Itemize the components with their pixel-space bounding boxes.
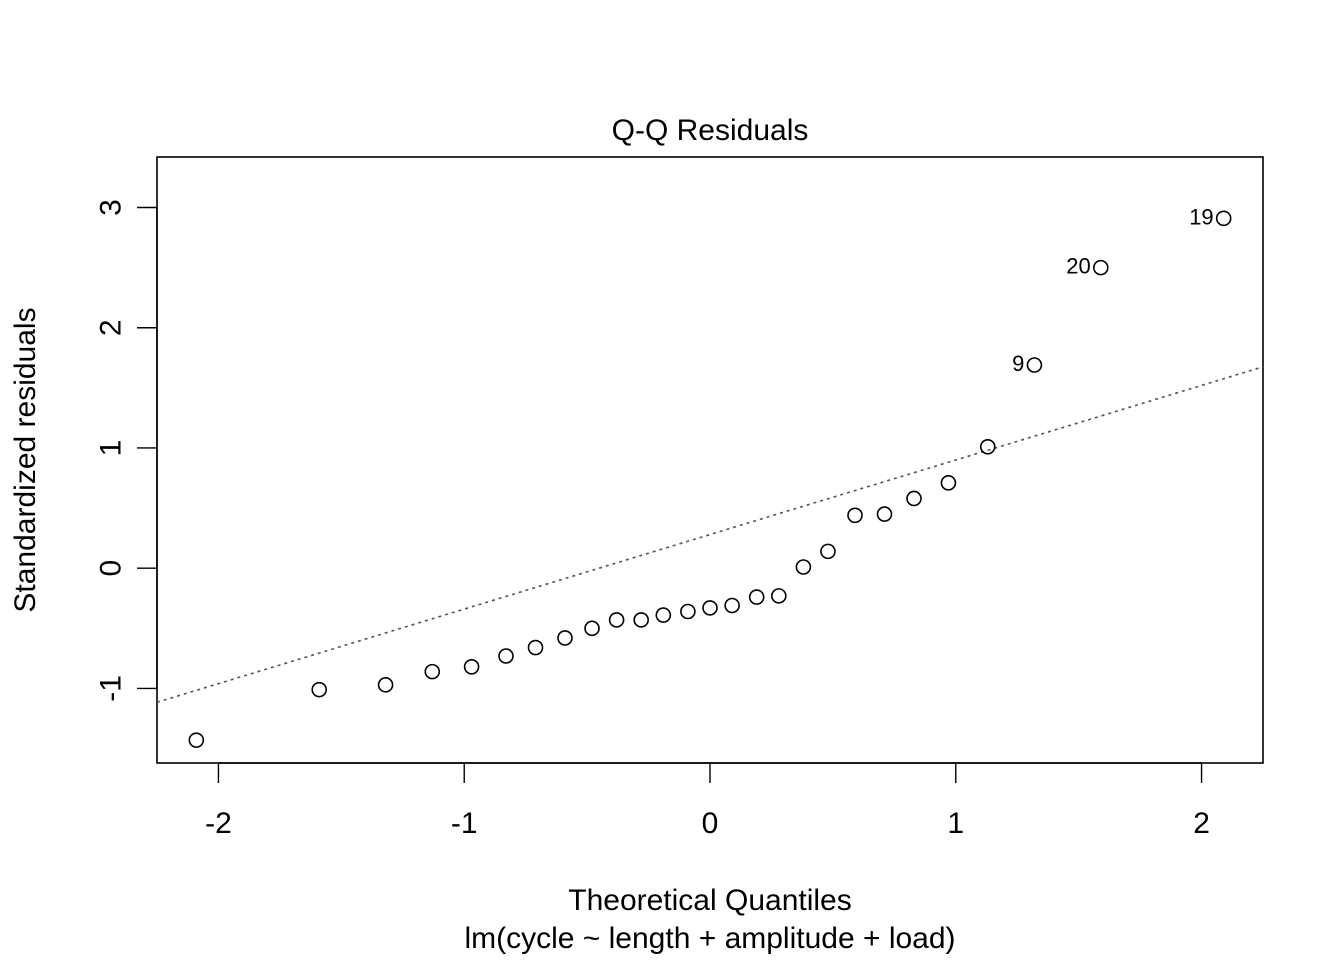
data-point (311, 681, 328, 698)
data-point (906, 490, 922, 507)
chart-title: Q-Q Residuals (612, 114, 809, 147)
x-axis-subtitle: lm(cycle ~ length + amplitude + load) (464, 922, 955, 955)
y-tick-label: 2 (95, 319, 128, 336)
data-point (876, 506, 893, 522)
y-axis-label: Standardized residuals (9, 307, 42, 612)
data-point (1026, 357, 1043, 373)
x-tick-label: -1 (451, 807, 478, 840)
data-points: 9 20 19 (188, 204, 1232, 748)
data-point (424, 663, 441, 680)
point-label: 20 (1066, 254, 1090, 279)
data-point (655, 607, 672, 623)
data-point (771, 588, 787, 604)
y-tick-label: 1 (95, 440, 128, 457)
data-point (188, 732, 205, 748)
point-label: 9 (1012, 351, 1024, 376)
data-point (584, 620, 600, 637)
x-tick-label: 2 (1193, 807, 1210, 840)
data-point (498, 648, 514, 664)
reference-line (156, 366, 1264, 704)
data-point (608, 612, 625, 628)
data-point (795, 559, 812, 575)
data-point (557, 630, 573, 646)
data-point (847, 507, 863, 524)
data-point (377, 677, 394, 693)
x-tick-label: 0 (702, 807, 719, 840)
x-axis: -2 -1 0 1 2 (205, 762, 1210, 840)
y-tick-label: -1 (95, 675, 128, 702)
data-point (820, 543, 836, 560)
y-tick-label: 3 (95, 199, 128, 216)
point-label: 19 (1189, 204, 1213, 229)
data-point (463, 659, 480, 675)
plot-frame (156, 156, 1264, 764)
data-point (979, 438, 996, 455)
data-point (724, 597, 740, 614)
data-point (680, 603, 696, 620)
data-point (527, 639, 544, 656)
x-axis-label: Theoretical Quantiles (568, 884, 851, 917)
x-tick-label: -2 (205, 807, 232, 840)
data-point (633, 612, 649, 628)
data-point (1092, 259, 1109, 276)
data-point (940, 475, 957, 491)
data-point (1215, 210, 1232, 227)
data-point (748, 589, 765, 605)
y-tick-label: 0 (95, 560, 128, 577)
y-axis: -1 0 1 2 3 (95, 199, 158, 702)
data-point (702, 600, 718, 616)
x-tick-label: 1 (947, 807, 964, 840)
